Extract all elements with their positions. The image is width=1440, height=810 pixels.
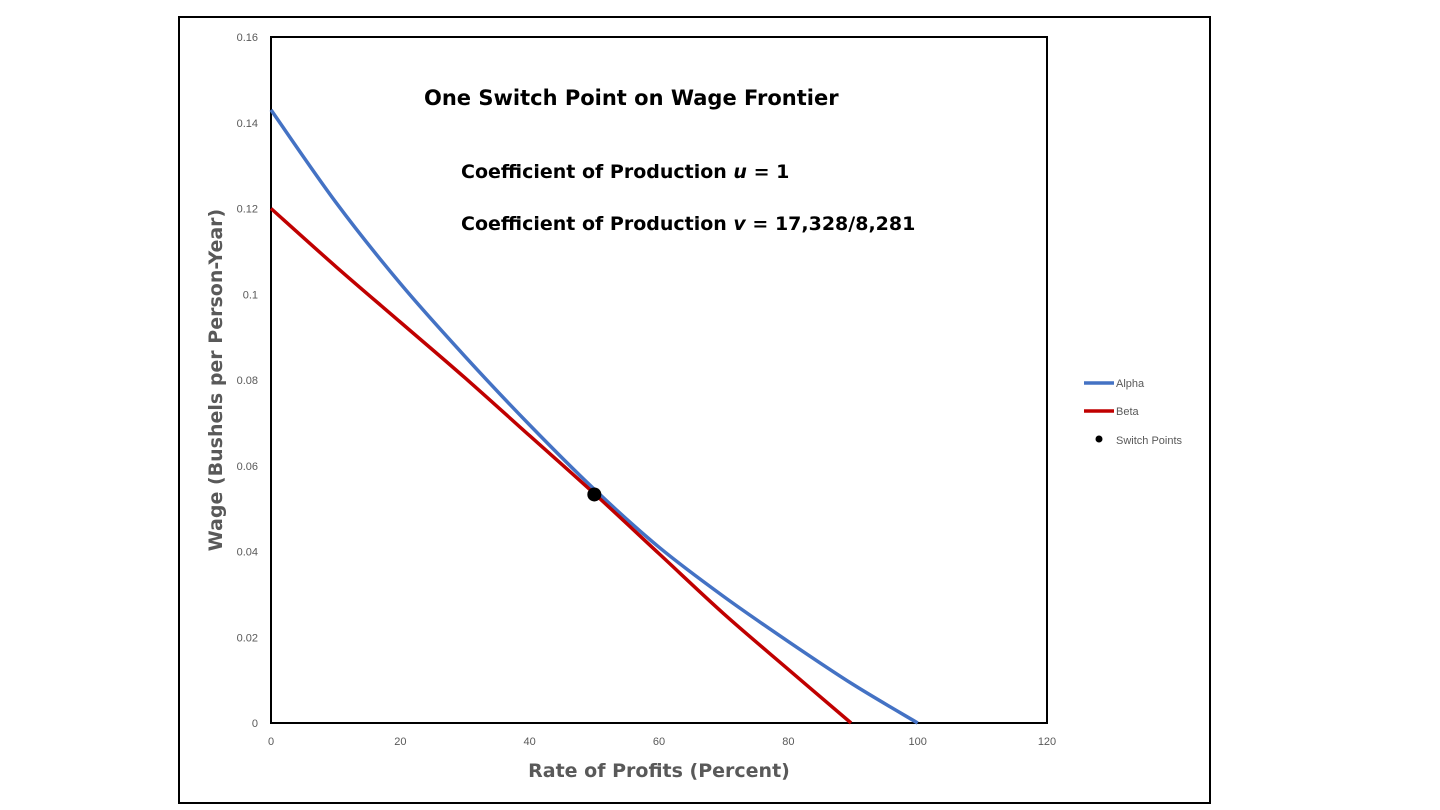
legend: Alpha Beta Switch Points	[1084, 378, 1183, 447]
annotation-u-suffix: = 1	[747, 161, 789, 183]
series-line-beta	[269, 207, 853, 725]
x-tick-label: 100	[908, 736, 926, 748]
legend-label-switch-points: Switch Points	[1116, 435, 1183, 447]
x-axis-ticks: 0 20 40 60 80 100 120	[268, 736, 1056, 748]
series-line-alpha	[269, 108, 919, 725]
annotation-v: Coefficient of Production v = 17,328/8,2…	[461, 213, 915, 235]
x-tick-label: 80	[782, 736, 794, 748]
legend-label-beta: Beta	[1116, 406, 1140, 418]
y-tick-label: 0.12	[237, 204, 258, 216]
switch-points-layer	[587, 487, 602, 502]
x-tick-label: 120	[1038, 736, 1056, 748]
legend-label-alpha: Alpha	[1116, 378, 1145, 390]
x-axis-title: Rate of Profits (Percent)	[528, 760, 790, 782]
y-axis-title: Wage (Bushels per Person-Year)	[205, 209, 227, 551]
annotation-u-variable: u	[733, 161, 747, 183]
annotation-v-variable: v	[733, 213, 746, 235]
x-tick-label: 20	[394, 736, 406, 748]
y-tick-label: 0.06	[237, 461, 258, 473]
plot-area-border	[270, 36, 1048, 724]
y-tick-label: 0	[252, 718, 258, 730]
annotation-u-prefix: Coefficient of Production	[461, 161, 733, 183]
y-tick-label: 0.08	[237, 375, 258, 387]
chart-title: One Switch Point on Wage Frontier	[424, 86, 839, 110]
annotation-u: Coefficient of Production u = 1	[461, 161, 789, 183]
annotation-v-suffix: = 17,328/8,281	[746, 213, 916, 235]
x-tick-label: 0	[268, 736, 274, 748]
y-tick-label: 0.02	[237, 632, 258, 644]
y-tick-label: 0.04	[237, 547, 258, 559]
legend-marker-switch-points	[1095, 435, 1103, 443]
x-tick-label: 40	[524, 736, 536, 748]
y-axis-ticks: 0 0.02 0.04 0.06 0.08 0.1 0.12 0.14 0.16	[237, 32, 258, 730]
y-tick-label: 0.16	[237, 32, 258, 44]
y-tick-label: 0.1	[243, 289, 258, 301]
y-tick-label: 0.14	[237, 118, 258, 130]
figure-border	[178, 16, 1211, 804]
x-tick-label: 60	[653, 736, 665, 748]
annotation-v-prefix: Coefficient of Production	[461, 213, 733, 235]
switch-point-marker	[587, 487, 602, 502]
series-layer	[269, 108, 919, 725]
